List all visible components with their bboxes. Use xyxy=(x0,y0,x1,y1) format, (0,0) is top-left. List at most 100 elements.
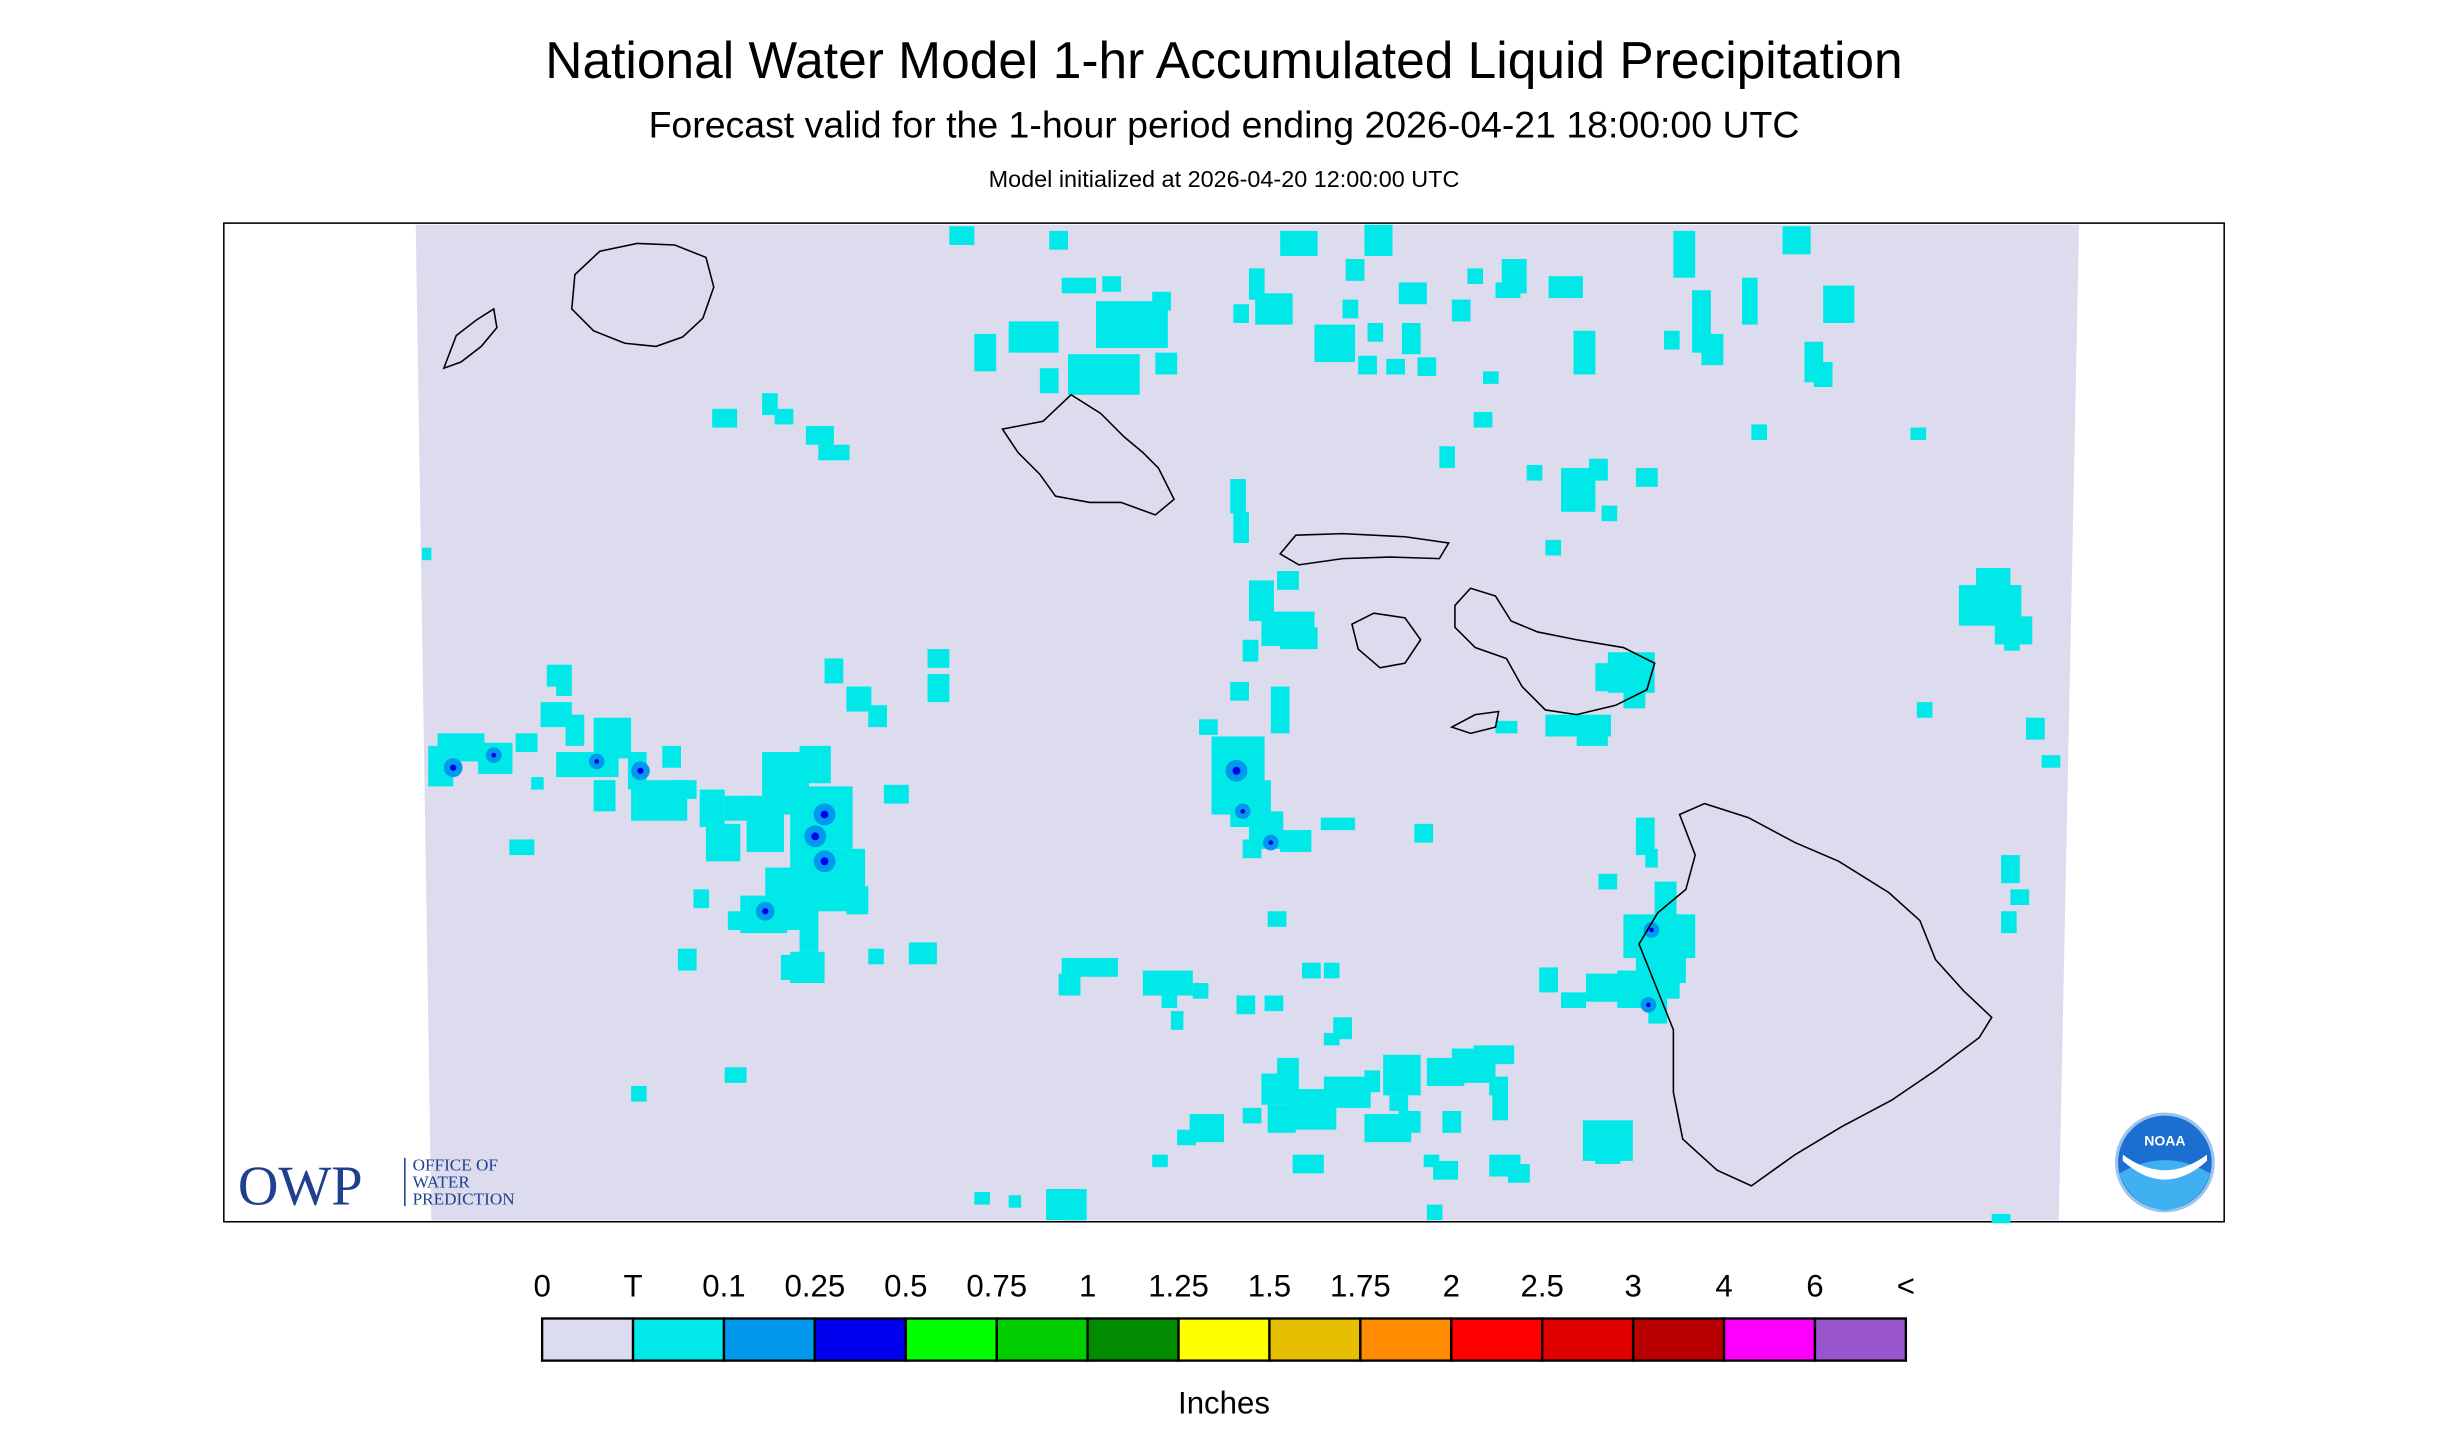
precip-cell xyxy=(1473,411,1493,428)
owp-line: WATER xyxy=(413,1172,471,1191)
precip-cell xyxy=(1345,259,1365,281)
init-time: Model initialized at 2026-04-20 12:00:00… xyxy=(989,166,1460,192)
precip-cell xyxy=(1039,368,1059,394)
precip-cell xyxy=(1364,1070,1381,1093)
precip-cell xyxy=(1192,983,1209,999)
precip-cell xyxy=(1782,226,1811,255)
precip-cell xyxy=(868,705,887,728)
owp-line: OFFICE OF xyxy=(413,1155,498,1174)
legend-swatch xyxy=(631,1317,726,1362)
precip-cell xyxy=(1199,719,1218,735)
oahu xyxy=(1001,393,1176,516)
precip-cell xyxy=(546,664,572,687)
precip-cell xyxy=(1364,224,1393,256)
precip-cell xyxy=(1320,817,1356,831)
precip-cell xyxy=(974,333,997,372)
precip-cell xyxy=(1595,1142,1621,1165)
precip-cell xyxy=(1433,1160,1459,1180)
precip-cell xyxy=(1645,848,1658,868)
precip-cell xyxy=(846,686,872,712)
precip-cell xyxy=(1389,1095,1409,1111)
precip-cell xyxy=(1495,282,1521,299)
legend-label: 1.25 xyxy=(1148,1269,1209,1304)
precip-cell xyxy=(1342,299,1359,319)
precip-core xyxy=(1646,1002,1651,1008)
precip-cell xyxy=(1161,992,1178,1008)
niihau xyxy=(442,307,498,370)
precip-cell xyxy=(1654,881,1677,920)
precip-cell xyxy=(1742,277,1758,325)
precip-cell xyxy=(1302,962,1321,979)
precip-cell xyxy=(746,795,784,852)
precip-cell xyxy=(1823,285,1855,323)
precip-cell xyxy=(1526,464,1543,481)
precip-cell xyxy=(1507,1164,1530,1183)
precip-cell xyxy=(1277,1057,1299,1077)
precip-cell xyxy=(1539,967,1558,993)
legend-label: 0.1 xyxy=(702,1269,745,1304)
precip-cell xyxy=(1673,230,1696,278)
legend-units: Inches xyxy=(1178,1386,1270,1421)
precip-cell xyxy=(1049,230,1068,250)
precip-cell xyxy=(1701,333,1724,366)
legend-label: 0 xyxy=(533,1269,550,1304)
precip-cell xyxy=(1264,995,1284,1012)
precip-core xyxy=(637,767,644,774)
legend-swatch xyxy=(813,1317,907,1362)
precip-cell xyxy=(1367,322,1384,342)
noaa-gull xyxy=(2122,1154,2208,1180)
precip-cell xyxy=(1177,1129,1196,1146)
precip-cell xyxy=(1586,973,1624,1002)
precip-cell xyxy=(421,547,432,561)
precip-cell xyxy=(531,777,544,790)
precip-cell xyxy=(1058,973,1081,996)
precip-cell xyxy=(908,942,937,965)
precip-cell xyxy=(1242,639,1259,662)
precip-cell xyxy=(1601,505,1618,522)
precip-cell xyxy=(1439,446,1455,469)
precip-cell xyxy=(727,911,763,930)
precip-cell xyxy=(1635,468,1658,487)
precip-cell xyxy=(1008,321,1059,353)
precip-cell xyxy=(762,393,778,416)
hawaii xyxy=(1638,802,1993,1187)
precip-cell xyxy=(556,686,572,696)
legend-label: 4 xyxy=(1715,1269,1732,1304)
precip-cell xyxy=(693,889,710,909)
precip-cell xyxy=(1270,686,1290,734)
precip-cell xyxy=(1152,1154,1168,1168)
precip-cell xyxy=(1598,873,1618,890)
precip-cell xyxy=(1576,730,1608,746)
legend-label: 0.5 xyxy=(884,1269,927,1304)
precip-core xyxy=(820,857,829,866)
precip-cell xyxy=(1230,479,1246,514)
precip-cell xyxy=(927,674,950,703)
legend-swatch xyxy=(1541,1317,1635,1362)
noaa-text: NOAA xyxy=(2144,1132,2185,1148)
precip-core xyxy=(811,832,820,841)
precip-cell xyxy=(1495,720,1518,734)
legend-label: T xyxy=(624,1269,643,1304)
precip-cell xyxy=(724,795,750,821)
precip-cell xyxy=(1155,352,1178,375)
precip-cell xyxy=(1548,276,1583,299)
precip-cell xyxy=(705,823,741,862)
subtitle: Forecast valid for the 1-hour period end… xyxy=(649,103,1800,145)
precip-cell xyxy=(1383,1054,1421,1096)
precip-cell xyxy=(1267,1104,1296,1133)
precip-cell xyxy=(1573,330,1596,375)
precip-cell xyxy=(1561,992,1586,1008)
precip-cell xyxy=(2001,855,2020,884)
title: National Water Model 1-hr Accumulated Li… xyxy=(545,31,1902,89)
precip-cell xyxy=(1473,1045,1515,1065)
legend-label: 0.75 xyxy=(966,1269,1027,1304)
precip-cell xyxy=(1267,911,1287,927)
precip-cell xyxy=(1483,371,1499,384)
precip-cell xyxy=(1292,1154,1324,1174)
precip-cell xyxy=(515,733,538,753)
precip-cell xyxy=(712,408,738,428)
legend-label: 1 xyxy=(1079,1269,1096,1304)
precip-cell xyxy=(662,745,681,768)
legend-swatch xyxy=(1813,1317,1908,1362)
legend-label: 6 xyxy=(1806,1269,1823,1304)
